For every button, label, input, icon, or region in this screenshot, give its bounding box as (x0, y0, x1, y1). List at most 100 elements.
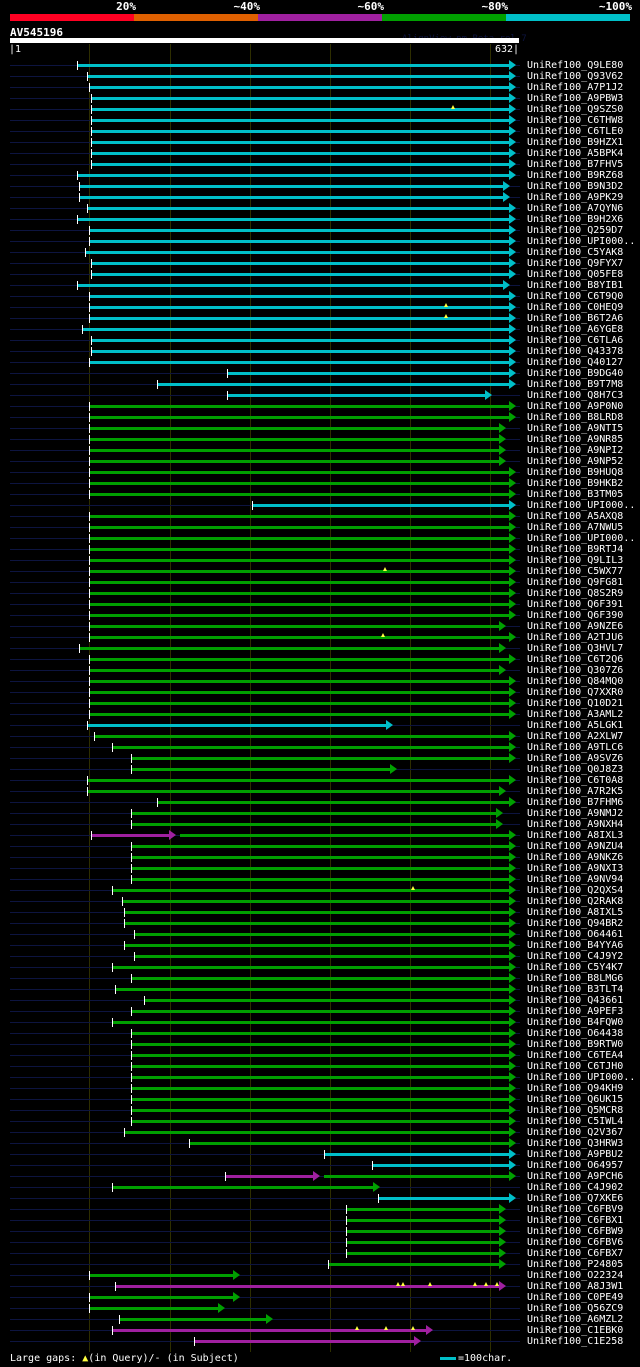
subject-label[interactable]: UniRef100_C6T2Q6 (527, 654, 624, 665)
alignment-segment[interactable] (86, 207, 510, 210)
subject-label[interactable]: UniRef100_A9NP52 (527, 456, 624, 467)
alignment-segment[interactable] (90, 152, 510, 155)
subject-label[interactable]: UniRef100_B9H2X6 (527, 214, 624, 225)
alignment-row[interactable]: UniRef100_A7R2K5 (0, 786, 640, 797)
alignment-segment[interactable] (131, 757, 510, 760)
alignment-segment[interactable] (111, 1186, 375, 1189)
subject-label[interactable]: UniRef100_Q2V367 (527, 1127, 624, 1138)
subject-label[interactable]: UniRef100_A3AML2 (527, 709, 624, 720)
alignment-row[interactable]: UniRef100_A7QYN6 (0, 203, 640, 214)
subject-label[interactable]: UniRef100_A6YGE8 (527, 324, 624, 335)
alignment-row[interactable]: UniRef100_B9HUQ8 (0, 467, 640, 478)
subject-label[interactable]: UniRef100_C1E258 (527, 1336, 624, 1347)
alignment-segment[interactable] (119, 1318, 267, 1321)
subject-label[interactable]: UniRef100_B4YYA6 (527, 940, 624, 951)
subject-label[interactable]: UniRef100_A9NXI3 (527, 863, 624, 874)
subject-label[interactable]: UniRef100_A7P1J2 (527, 82, 624, 93)
alignment-segment[interactable] (131, 1043, 510, 1046)
alignment-segment[interactable] (345, 1252, 501, 1255)
alignment-row[interactable]: UniRef100_Q9FYX7 (0, 258, 640, 269)
alignment-row[interactable]: UniRef100_A9NR85 (0, 434, 640, 445)
alignment-segment[interactable] (89, 317, 510, 320)
alignment-row[interactable]: UniRef100_A7NWU5 (0, 522, 640, 533)
alignment-row[interactable]: UniRef100_Q94BR2 (0, 918, 640, 929)
alignment-segment[interactable] (89, 537, 510, 540)
alignment-row[interactable]: UniRef100_C6FBV6 (0, 1237, 640, 1248)
alignment-segment[interactable] (89, 405, 510, 408)
alignment-segment[interactable] (89, 691, 510, 694)
subject-label[interactable]: UniRef100_C0HEQ9 (527, 302, 624, 313)
subject-label[interactable]: UniRef100_C6TLE0 (527, 126, 624, 137)
alignment-row[interactable]: UniRef100_Q93V62 (0, 71, 640, 82)
subject-label[interactable]: UniRef100_A9NPI2 (527, 445, 624, 456)
alignment-row[interactable]: UniRef100_A9NXI3 (0, 863, 640, 874)
alignment-row[interactable]: UniRef100_Q84MQ0 (0, 676, 640, 687)
alignment-segment[interactable] (131, 1087, 510, 1090)
alignment-segment[interactable] (89, 658, 510, 661)
alignment-row[interactable]: UniRef100_B7FHM6 (0, 797, 640, 808)
alignment-row[interactable]: UniRef100_B4YYA6 (0, 940, 640, 951)
subject-label[interactable]: UniRef100_B9N3D2 (527, 181, 624, 192)
alignment-row[interactable]: UniRef100_Q259D7 (0, 225, 640, 236)
alignment-row[interactable]: UniRef100_A2XLW7 (0, 731, 640, 742)
alignment-segment[interactable] (131, 977, 510, 980)
alignment-segment[interactable] (89, 86, 510, 89)
subject-label[interactable]: UniRef100_Q3HVL7 (527, 643, 624, 654)
subject-label[interactable]: UniRef100_Q9FG81 (527, 577, 624, 588)
subject-label[interactable]: UniRef100_C6FBV9 (527, 1204, 624, 1215)
alignment-segment[interactable] (90, 273, 510, 276)
alignment-segment[interactable] (89, 1307, 219, 1310)
alignment-segment[interactable] (111, 1329, 427, 1332)
subject-label[interactable]: UniRef100_C6T9Q0 (527, 291, 624, 302)
subject-label[interactable]: UniRef100_A9NTI5 (527, 423, 624, 434)
alignment-segment[interactable] (78, 647, 501, 650)
subject-label[interactable]: UniRef100_A9NR85 (527, 434, 624, 445)
alignment-row[interactable]: UniRef100_Q43661 (0, 995, 640, 1006)
alignment-segment[interactable] (90, 97, 510, 100)
alignment-row[interactable]: UniRef100_C4J9Y2 (0, 951, 640, 962)
alignment-row[interactable]: UniRef100_A9NPI2 (0, 445, 640, 456)
alignment-segment[interactable] (131, 812, 498, 815)
alignment-row[interactable]: UniRef100_Q2RAK8 (0, 896, 640, 907)
alignment-row[interactable]: UniRef100_C5IWL4 (0, 1116, 640, 1127)
alignment-row[interactable]: UniRef100_Q3HRW3 (0, 1138, 640, 1149)
alignment-row[interactable]: UniRef100_C1E258 (0, 1336, 640, 1347)
subject-label[interactable]: UniRef100_B7FHV5 (527, 159, 624, 170)
subject-label[interactable]: UniRef100_Q6F390 (527, 610, 624, 621)
alignment-row[interactable]: UniRef100_Q3HVL7 (0, 643, 640, 654)
alignment-row[interactable]: UniRef100_A8IXL3 (0, 830, 640, 841)
subject-label[interactable]: UniRef100_A9PCH6 (527, 1171, 624, 1182)
alignment-segment[interactable] (89, 449, 501, 452)
alignment-segment[interactable] (131, 1109, 510, 1112)
alignment-segment[interactable] (89, 570, 510, 573)
alignment-row[interactable]: UniRef100_Q8H7C3 (0, 390, 640, 401)
subject-label[interactable]: UniRef100_B7FHM6 (527, 797, 624, 808)
subject-label[interactable]: UniRef100_O64957 (527, 1160, 624, 1171)
alignment-row[interactable]: UniRef100_B8LRD8 (0, 412, 640, 423)
alignment-row[interactable]: UniRef100_Q2QXS4 (0, 885, 640, 896)
subject-label[interactable]: UniRef100_C6TLA6 (527, 335, 624, 346)
alignment-row[interactable]: UniRef100_C0PE49 (0, 1292, 640, 1303)
alignment-segment[interactable] (345, 1241, 501, 1244)
subject-label[interactable]: UniRef100_A9PBW3 (527, 93, 624, 104)
subject-label[interactable]: UniRef100_C1EBK0 (527, 1325, 624, 1336)
alignment-row[interactable]: UniRef100_A5LGK1 (0, 720, 640, 731)
alignment-row[interactable]: UniRef100_B9RTW0 (0, 1039, 640, 1050)
alignment-row[interactable]: UniRef100_A9P0N0 (0, 401, 640, 412)
alignment-segment[interactable] (77, 174, 510, 177)
subject-label[interactable]: UniRef100_Q6UK15 (527, 1094, 624, 1105)
alignment-row[interactable]: UniRef100_A9NTI5 (0, 423, 640, 434)
alignment-row[interactable]: UniRef100_UPI000.. (0, 1072, 640, 1083)
subject-label[interactable]: UniRef100_O64461 (527, 929, 624, 940)
alignment-row[interactable]: UniRef100_A6MZL2 (0, 1314, 640, 1325)
alignment-segment[interactable] (89, 592, 510, 595)
alignment-row[interactable]: UniRef100_B8YIB1 (0, 280, 640, 291)
subject-label[interactable]: UniRef100_A8J3W1 (527, 1281, 624, 1292)
alignment-row[interactable]: UniRef100_Q56ZC9 (0, 1303, 640, 1314)
alignment-segment[interactable] (89, 625, 501, 628)
alignment-segment[interactable] (89, 603, 510, 606)
alignment-segment[interactable] (324, 1153, 510, 1156)
subject-label[interactable]: UniRef100_C5WX77 (527, 566, 624, 577)
subject-label[interactable]: UniRef100_C6FBX7 (527, 1248, 624, 1259)
alignment-row[interactable]: UniRef100_B9N3D2 (0, 181, 640, 192)
